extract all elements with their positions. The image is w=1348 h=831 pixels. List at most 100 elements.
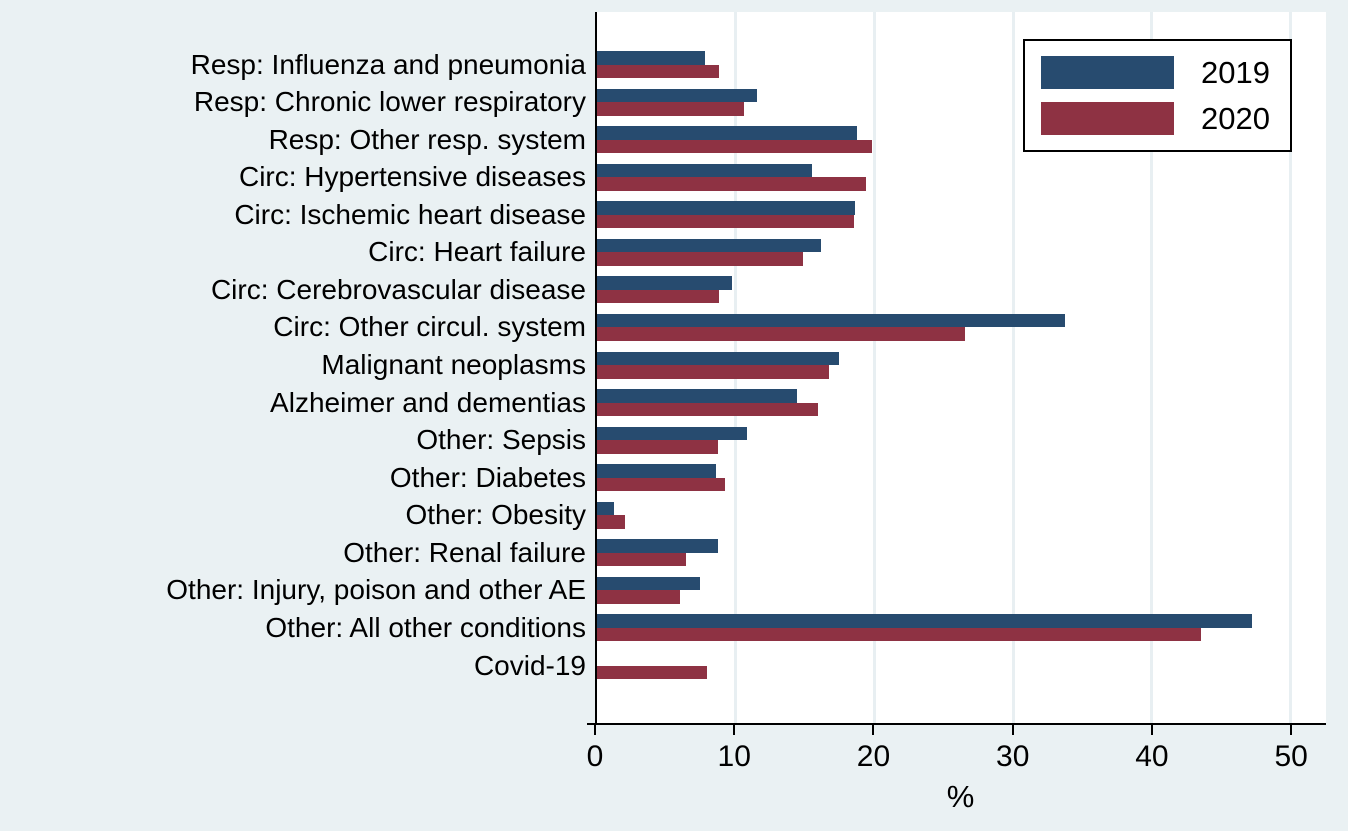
bar-groups: Resp: Influenza and pneumonia Resp: Chron… bbox=[0, 12, 1326, 725]
bar-pair bbox=[597, 351, 1326, 379]
category-label: Other: Renal failure bbox=[343, 536, 586, 568]
x-tick-label-0: 0 bbox=[586, 740, 604, 773]
category-label: Malignant neoplasms bbox=[321, 349, 586, 380]
gridline-30 bbox=[1011, 12, 1015, 723]
chart-row: Alzheimer and dementias bbox=[0, 388, 1326, 417]
chart-row: Circ: Hypertensive diseases bbox=[0, 163, 1326, 191]
chart-row: Circ: Other circul. system bbox=[0, 311, 1326, 343]
bar-2019 bbox=[597, 351, 839, 365]
chart-row: Circ: Cerebrovascular disease bbox=[0, 273, 1326, 305]
gridline-40 bbox=[1150, 12, 1154, 723]
legend: 2019 2020 bbox=[1023, 39, 1292, 152]
legend-label-2019: 2019 bbox=[1201, 55, 1270, 90]
x-tick-50 bbox=[1290, 725, 1293, 735]
category-label: Resp: Chronic lower respiratory bbox=[193, 86, 586, 118]
bar-pair bbox=[597, 238, 1326, 266]
bar-2019 bbox=[597, 539, 718, 553]
legend-entry-2020: 2020 bbox=[1041, 102, 1270, 135]
bar-pair bbox=[597, 163, 1326, 191]
bar-pair bbox=[597, 201, 1326, 229]
chart-row: Other: Injury, poison and other AE bbox=[0, 574, 1326, 606]
bar-2020 bbox=[597, 214, 854, 229]
bar-2019 bbox=[597, 313, 1065, 328]
category-label: Other: Obesity bbox=[405, 499, 586, 531]
x-tick-label-10: 10 bbox=[717, 740, 751, 773]
legend-swatch-2019 bbox=[1041, 56, 1174, 89]
bar-2019 bbox=[597, 501, 614, 516]
bar-2019 bbox=[597, 126, 857, 140]
bar-2020 bbox=[597, 515, 625, 529]
bar-pair bbox=[597, 389, 1326, 417]
chart-row: Circ: Ischemic heart disease bbox=[0, 198, 1326, 230]
chart-row: Other: Diabetes bbox=[0, 463, 1326, 492]
x-tick-label-30: 30 bbox=[996, 740, 1030, 773]
bar-pair bbox=[597, 652, 1326, 679]
category-label: Other: All other conditions bbox=[265, 611, 586, 643]
bar-2019 bbox=[597, 51, 706, 65]
chart-row: Malignant neoplasms bbox=[0, 349, 1326, 380]
category-label: Circ: Other circul. system bbox=[273, 311, 586, 343]
chart-row: Circ: Heart failure bbox=[0, 236, 1326, 268]
bar-pair bbox=[597, 426, 1326, 454]
bar-2019 bbox=[597, 614, 1253, 628]
bar-pair bbox=[597, 539, 1326, 567]
x-tick-label-20: 20 bbox=[856, 740, 891, 773]
bar-pair bbox=[597, 576, 1326, 604]
legend-swatch-2020 bbox=[1041, 102, 1174, 135]
bar-2020 bbox=[597, 590, 681, 604]
bar-2019 bbox=[597, 389, 797, 403]
category-label: Covid-19 bbox=[473, 649, 586, 681]
bar-2020 bbox=[597, 402, 818, 417]
chart-row: Other: Obesity bbox=[0, 499, 1326, 531]
category-label: Resp: Other resp. system bbox=[268, 123, 586, 155]
bar-2020 bbox=[597, 665, 707, 679]
bar-2019 bbox=[597, 464, 717, 478]
bar-2020 bbox=[597, 289, 720, 304]
bar-2019 bbox=[597, 238, 821, 253]
x-tick-label-40: 40 bbox=[1135, 740, 1169, 773]
bar-2019 bbox=[597, 576, 700, 591]
gridline-50 bbox=[1289, 12, 1293, 723]
bar-2020 bbox=[597, 477, 725, 492]
x-axis-title: % bbox=[946, 779, 975, 814]
chart-row: Covid-19 bbox=[0, 649, 1326, 681]
category-label: Resp: Influenza and pneumonia bbox=[190, 48, 586, 80]
x-tick-label-50: 50 bbox=[1274, 740, 1308, 773]
bar-2020 bbox=[597, 139, 872, 154]
chart-row: Resp: Influenza and pneumonia bbox=[0, 48, 1326, 80]
bar-2020 bbox=[597, 327, 965, 341]
x-tick-40 bbox=[1150, 725, 1153, 735]
bar-2019 bbox=[597, 201, 856, 215]
category-label: Circ: Cerebrovascular disease bbox=[210, 273, 586, 305]
bar-pair bbox=[597, 88, 1326, 116]
bar-pair bbox=[597, 464, 1326, 492]
bar-2019 bbox=[597, 88, 757, 103]
bar-pair bbox=[597, 313, 1326, 341]
bar-pair bbox=[597, 126, 1326, 154]
category-label: Other: Injury, poison and other AE bbox=[166, 574, 586, 606]
bar-2020 bbox=[597, 627, 1202, 642]
chart-row: Resp: Chronic lower respiratory bbox=[0, 86, 1326, 118]
bar-2020 bbox=[597, 64, 720, 78]
bar-2020 bbox=[597, 552, 686, 567]
bar-2020 bbox=[597, 440, 718, 454]
chart-row: Other: All other conditions bbox=[0, 611, 1326, 643]
category-label: Circ: Ischemic heart disease bbox=[234, 198, 586, 230]
category-label: Circ: Heart failure bbox=[368, 236, 586, 268]
category-label: Other: Sepsis bbox=[416, 424, 586, 456]
x-axis-line bbox=[587, 723, 597, 725]
x-tick-20 bbox=[872, 725, 875, 735]
gridline-20 bbox=[872, 12, 876, 723]
bar-pair bbox=[597, 614, 1326, 642]
bar-2020 bbox=[597, 102, 745, 116]
bar-2020 bbox=[597, 177, 867, 191]
bar-2019 bbox=[597, 426, 747, 441]
chart-row: Other: Sepsis bbox=[0, 424, 1326, 456]
legend-label-2020: 2020 bbox=[1201, 101, 1270, 136]
bar-pair bbox=[597, 501, 1326, 529]
legend-entry-2019: 2019 bbox=[1041, 56, 1270, 89]
bar-pair bbox=[597, 276, 1326, 304]
bar-pair bbox=[597, 51, 1326, 78]
chart-row: Resp: Other resp. system bbox=[0, 123, 1326, 155]
